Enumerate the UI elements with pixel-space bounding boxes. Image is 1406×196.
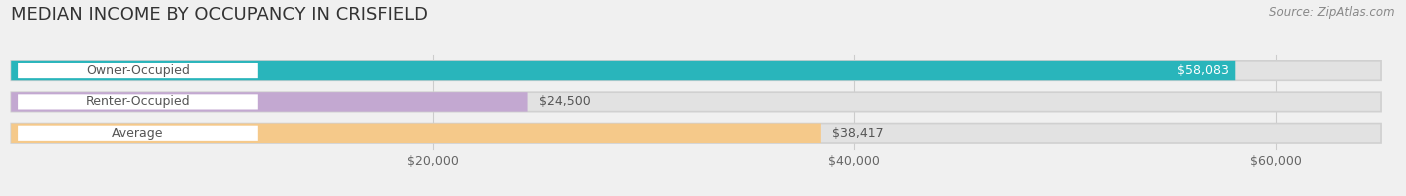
Text: Source: ZipAtlas.com: Source: ZipAtlas.com <box>1270 6 1395 19</box>
FancyBboxPatch shape <box>18 126 257 141</box>
FancyBboxPatch shape <box>11 92 1381 112</box>
Text: Average: Average <box>112 127 163 140</box>
Text: MEDIAN INCOME BY OCCUPANCY IN CRISFIELD: MEDIAN INCOME BY OCCUPANCY IN CRISFIELD <box>11 6 429 24</box>
Text: $24,500: $24,500 <box>538 95 591 108</box>
FancyBboxPatch shape <box>11 61 1381 80</box>
FancyBboxPatch shape <box>11 123 1381 143</box>
FancyBboxPatch shape <box>18 94 257 110</box>
Text: Renter-Occupied: Renter-Occupied <box>86 95 190 108</box>
Text: Owner-Occupied: Owner-Occupied <box>86 64 190 77</box>
FancyBboxPatch shape <box>11 92 527 112</box>
Text: $38,417: $38,417 <box>832 127 883 140</box>
FancyBboxPatch shape <box>11 61 1236 80</box>
FancyBboxPatch shape <box>11 123 821 143</box>
FancyBboxPatch shape <box>18 63 257 78</box>
Text: $58,083: $58,083 <box>1177 64 1229 77</box>
